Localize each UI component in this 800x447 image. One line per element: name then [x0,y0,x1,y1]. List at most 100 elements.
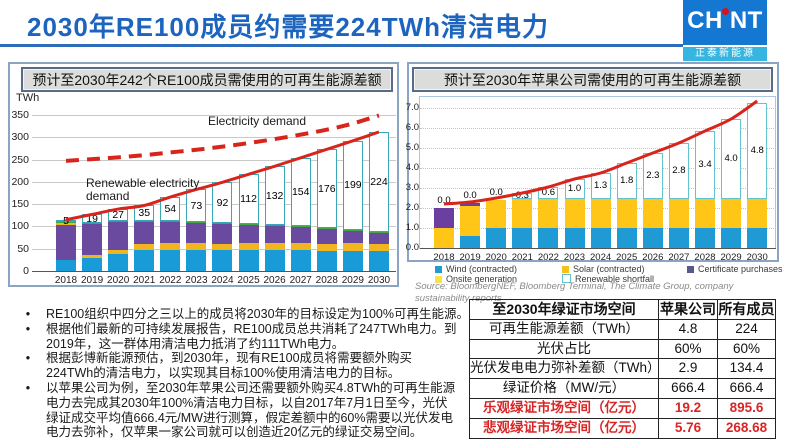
table-value-cell: 60% [658,338,718,360]
bar-segment [434,208,454,228]
x-axis-tick-label: 2029 [720,252,742,263]
shortfall-value-label: 92 [216,196,229,209]
x-axis-tick-label: 2025 [237,275,260,286]
legend-item: Onsite generation [435,274,517,284]
shortfall-value-label: 0.3 [515,190,529,201]
bar-segment [668,228,689,248]
left-chart-y-unit: TWh [16,92,40,104]
x-axis-tick-label: 2022 [537,252,559,263]
shortfall-value-label: 1.3 [593,180,608,191]
x-axis-tick-label: 2026 [263,275,286,286]
bar-segment [82,223,103,255]
y-axis-tick-label: 3.0 [405,182,419,193]
x-axis-tick-label: 2027 [289,275,312,286]
legend-item: Renewable shortfall [562,274,654,284]
gridline [32,137,396,139]
legend-item: Certificate purchases [687,264,783,274]
table-row-label: 光伏占比 [469,338,659,360]
legend-swatch-icon [562,274,571,283]
bar-segment [434,228,454,248]
y-axis-tick-label: 7.0 [405,102,419,113]
table-row-label: 光伏发电电力弥补差额（TWh） [469,358,661,380]
title-underline [0,44,683,47]
shortfall-value-label: 0.6 [541,187,555,198]
re100-members-chart-panel: 预计至2030年242个RE100成员需使用的可再生能源差额 TWh 0 50 10… [8,62,399,287]
legend-label: Certificate purchases [698,264,783,274]
table-row-label: 悲观绿证市场空间（亿元） [469,417,659,439]
x-axis-tick-label: 2018 [433,252,455,263]
x-axis-tick-label: 2020 [485,252,507,263]
x-axis-tick-label: 2023 [185,275,208,286]
shortfall-value-label: 176 [318,182,336,195]
bullet-item: • 以苹果公司为例，至2030年苹果公司还需要额外购买4.8TWh的可再生能源 电… [23,381,469,440]
bar-segment [186,222,207,244]
apple-chart-panel: 预计至2030年苹果公司需使用的可再生能源差额 0.0 1.0 2.0 3.0 4.0 5… [406,62,779,263]
table-column-header: 苹果公司 [658,299,718,320]
bullet-item: • RE100组织中四分之三以上的成员将2030年的目标设定为100%可再生能源。 [23,307,469,322]
y-axis-tick-label: 100 [11,220,29,233]
table-value-cell: 4.8 [658,318,718,340]
chint-logo-ch: CH [687,7,723,34]
bar-segment [538,199,559,228]
x-axis-tick-label: 2024 [211,275,234,286]
y-axis-tick-label: 50 [17,242,29,255]
bar-segment [668,199,689,228]
legend-item: Solar (contracted) [562,264,645,274]
bullet-list: • RE100组织中四分之三以上的成员将2030年的目标设定为100%可再生能源。… [23,307,469,440]
bar-segment [264,225,285,243]
bar-segment [460,206,481,236]
legend-label: Solar (contracted) [573,264,645,274]
x-axis-tick-label: 2026 [642,252,664,263]
bar-segment [212,243,233,251]
y-axis-tick-label: 250 [11,153,29,166]
y-axis-tick-label: 1.0 [405,222,419,233]
bar-segment [186,221,207,223]
shortfall-value-label: 2.3 [646,170,660,181]
shortfall-value-label: 3.4 [698,159,712,170]
bar-segment [238,225,259,243]
bar-segment [160,250,181,271]
bar-segment [316,250,337,271]
table-row: 光伏占比 60% 60% [469,338,776,360]
bar-segment [316,227,337,229]
bar-segment [82,257,103,271]
table-row: 绿证价格（MW/元） 666.4 666.4 [469,378,776,399]
table-value-cell: 666.4 [717,378,776,399]
legend-label: Onsite generation [446,274,518,284]
table-value-cell: 268.68 [717,417,776,439]
shortfall-value-label: 4.0 [724,153,738,164]
y-axis-tick-label: 2.0 [405,202,419,213]
bar-segment [316,243,337,251]
bar-segment [56,259,76,271]
bar-segment [642,228,663,248]
bar-segment [695,199,715,228]
bar-segment [747,228,768,248]
bar-segment [186,243,207,251]
x-axis-tick-label: 2020 [107,275,130,286]
table-row: 悲观绿证市场空间（亿元） 5.76 268.68 [469,417,776,439]
table-value-cell: 666.4 [658,378,718,399]
bullet-text: 根据他们最新的可持续发展报告，RE100成员总共消耗了247TWh电力。到 20… [46,321,457,351]
x-axis-line [420,248,776,249]
table-value-cell: 224 [717,318,776,340]
legend-item: Wind (contracted) [435,264,517,274]
bar-segment [564,228,585,248]
x-axis-tick-label: 2019 [80,275,104,286]
shortfall-value-label: 54 [164,203,177,216]
x-axis-tick-label: 2021 [511,252,533,263]
bar-segment [160,221,181,222]
chint-logo: CH NT [683,0,767,45]
shortfall-value-label: 0.0 [463,190,477,201]
bar-segment [616,228,637,248]
bar-segment [460,203,481,206]
bar-segment [538,228,559,248]
x-axis-tick-label: 2030 [367,275,391,286]
bar-segment [134,244,155,251]
bar-segment [486,200,507,228]
legend-label: Wind (contracted) [446,264,518,274]
bar-segment [264,250,285,271]
x-axis-tick-label: 2019 [459,252,481,263]
table-value-cell: 60% [717,338,776,360]
y-axis-tick-label: 200 [11,175,29,188]
bar-segment [368,243,389,252]
